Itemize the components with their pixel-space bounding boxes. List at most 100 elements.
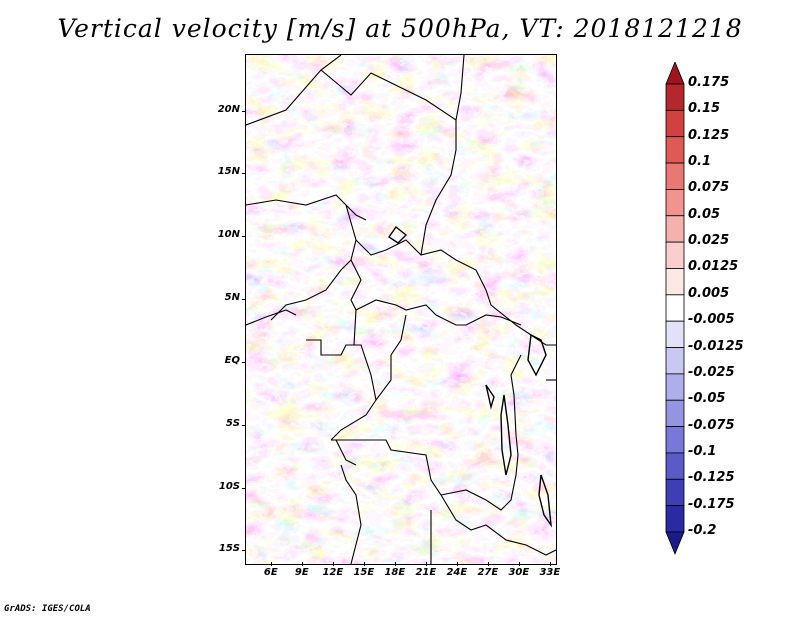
- lon-tick-label: 21E: [415, 567, 437, 578]
- colorbar-swatch: [665, 320, 685, 348]
- colorbar-swatch: [665, 426, 685, 454]
- colorbar: [665, 62, 685, 556]
- colorbar-top-arrow: [665, 62, 685, 85]
- border-chad-sudan: [420, 120, 457, 256]
- border-angola-drc: [331, 439, 442, 496]
- map-panel: [245, 54, 557, 565]
- border-niger-nigeria: [246, 194, 367, 221]
- velocity-field: [246, 55, 556, 564]
- colorbar-bottom-arrow: [665, 531, 685, 556]
- lon-tick-mark: [363, 562, 365, 566]
- lon-tick-mark: [425, 562, 427, 566]
- colorbar-label: 0.05: [688, 206, 721, 222]
- colorbar-label: -0.05: [688, 391, 726, 407]
- lake-tanganyika: [500, 394, 512, 476]
- colorbar-label: 0.075: [688, 180, 730, 196]
- border-car-drc: [355, 299, 522, 326]
- colorbar-swatch: [665, 268, 685, 296]
- colorbar-label: 0.005: [688, 285, 730, 301]
- border-nigeria-cameroon: [270, 204, 357, 321]
- lake-malawi: [538, 474, 552, 528]
- lat-tick-label: 10S: [218, 480, 240, 492]
- colorbar-swatch: [665, 505, 685, 533]
- lat-tick-label: EQ: [224, 354, 240, 366]
- colorbar-label: 0.0125: [688, 259, 739, 275]
- colorbar-swatch: [665, 162, 685, 190]
- colorbar-label: -0.1: [688, 443, 717, 459]
- lat-tick-mark: [242, 299, 246, 301]
- border-drc-lakes: [510, 354, 522, 436]
- colorbar-swatch: [665, 347, 685, 375]
- colorbar-swatch: [665, 452, 685, 480]
- colorbar-label: 0.1: [688, 154, 712, 170]
- lon-tick-mark: [332, 562, 334, 566]
- border-congo-drc: [375, 314, 407, 401]
- lon-tick-mark: [270, 562, 272, 566]
- border-algeria-niger: [246, 55, 342, 126]
- colorbar-swatch: [665, 373, 685, 401]
- lon-tick-label: 15E: [353, 567, 375, 578]
- lon-tick-label: 18E: [384, 567, 406, 578]
- lat-tick-label: 15S: [218, 543, 240, 555]
- border-congo-coast: [330, 399, 377, 441]
- coast-gulf-guinea: [246, 309, 297, 326]
- border-angola-coast: [340, 464, 362, 564]
- colorbar-label: 0.025: [688, 233, 730, 249]
- lake-chad: [388, 225, 408, 244]
- colorbar-swatch: [665, 136, 685, 164]
- lon-tick-mark: [549, 562, 551, 566]
- border-zambia-south: [440, 494, 556, 556]
- lon-tick-label: 33E: [539, 567, 561, 578]
- colorbar-label: -0.005: [688, 312, 735, 328]
- colorbar-swatch: [665, 478, 685, 507]
- lon-tick-label: 9E: [294, 567, 309, 578]
- colorbar-swatch: [665, 399, 685, 427]
- lat-tick-label: 10N: [217, 229, 240, 241]
- lat-tick-mark: [242, 361, 246, 363]
- border-cameroon-congo: [306, 339, 377, 401]
- colorbar-swatch: [665, 294, 685, 322]
- lat-tick-label: 15N: [217, 166, 240, 178]
- lat-tick-mark: [242, 173, 246, 175]
- colorbar-swatch: [665, 215, 685, 243]
- colorbar-swatch: [665, 83, 685, 111]
- colorbar-label: -0.0125: [688, 338, 744, 354]
- lon-tick-mark: [518, 562, 520, 566]
- grads-footer: GrADS: IGES/COLA: [4, 604, 91, 614]
- lat-tick-mark: [242, 424, 246, 426]
- border-cameroon-car: [353, 309, 357, 346]
- lon-tick-label: 12E: [322, 567, 344, 578]
- lon-tick-label: 6E: [263, 567, 278, 578]
- lat-tick-mark: [242, 487, 246, 489]
- colorbar-swatch: [665, 109, 685, 138]
- colorbar-label: 0.175: [688, 75, 730, 90]
- lon-tick-mark: [394, 562, 396, 566]
- colorbar-label: -0.075: [688, 417, 735, 433]
- lake-outlines: [388, 225, 552, 528]
- colorbar-label: -0.175: [688, 496, 735, 512]
- border-chad-cameroon: [350, 259, 362, 311]
- lat-tick-label: 5S: [225, 417, 240, 429]
- country-borders: [246, 55, 556, 564]
- lon-tick-mark: [301, 562, 303, 566]
- lat-tick-label: 20N: [217, 103, 240, 115]
- lon-tick-label: 24E: [446, 567, 468, 578]
- lat-tick-mark: [242, 236, 246, 238]
- lat-tick-mark: [242, 110, 246, 112]
- colorbar-swatch: [665, 189, 685, 217]
- lake-victoria: [527, 333, 547, 377]
- border-car-sudan: [355, 239, 556, 346]
- field-contours: [246, 55, 556, 564]
- colorbar-swatch: [665, 241, 685, 269]
- lat-tick-label: 5N: [224, 292, 240, 304]
- colorbar-label: -0.2: [688, 523, 717, 538]
- colorbar-label: 0.15: [688, 101, 721, 117]
- lake-kivu: [485, 384, 495, 410]
- colorbar-label: 0.125: [688, 127, 730, 143]
- colorbar-label: -0.025: [688, 364, 735, 380]
- border-niger-libya: [320, 55, 465, 121]
- colorbar-label: -0.125: [688, 470, 735, 486]
- border-drc-zambia: [440, 434, 519, 511]
- lon-tick-mark: [456, 562, 458, 566]
- lat-tick-mark: [242, 550, 246, 552]
